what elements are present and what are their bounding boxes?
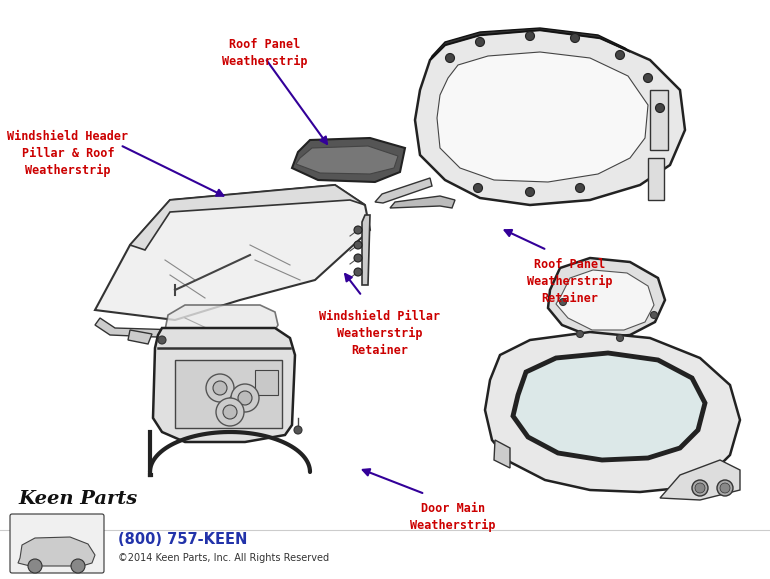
Circle shape (206, 374, 234, 402)
Polygon shape (175, 360, 282, 428)
Text: Roof Panel
Weatherstrip: Roof Panel Weatherstrip (223, 38, 308, 68)
Circle shape (474, 184, 483, 192)
Polygon shape (18, 537, 95, 566)
Circle shape (720, 483, 730, 493)
Text: ©2014 Keen Parts, Inc. All Rights Reserved: ©2014 Keen Parts, Inc. All Rights Reserv… (118, 553, 329, 563)
Circle shape (525, 188, 534, 196)
Text: Windshield Header
Pillar & Roof
Weatherstrip: Windshield Header Pillar & Roof Weathers… (8, 130, 129, 177)
Circle shape (216, 398, 244, 426)
Text: Door Main
Weatherstrip: Door Main Weatherstrip (410, 502, 496, 532)
Text: Keen Parts: Keen Parts (18, 490, 137, 508)
Polygon shape (660, 460, 740, 500)
Polygon shape (548, 258, 665, 338)
Polygon shape (430, 28, 630, 60)
Circle shape (692, 480, 708, 496)
Circle shape (354, 226, 362, 234)
Polygon shape (415, 30, 685, 205)
Polygon shape (513, 353, 705, 460)
Circle shape (354, 241, 362, 249)
Circle shape (231, 384, 259, 412)
Polygon shape (494, 440, 510, 468)
Polygon shape (556, 270, 654, 330)
Polygon shape (163, 305, 278, 342)
Circle shape (213, 381, 227, 395)
Circle shape (294, 426, 302, 434)
Polygon shape (130, 185, 365, 250)
Polygon shape (95, 318, 180, 338)
Polygon shape (255, 370, 278, 395)
Circle shape (158, 336, 166, 344)
Circle shape (695, 483, 705, 493)
Text: (800) 757-KEEN: (800) 757-KEEN (118, 533, 247, 548)
Text: Windshield Pillar
Weatherstrip
Retainer: Windshield Pillar Weatherstrip Retainer (320, 310, 440, 357)
Circle shape (223, 405, 237, 419)
Circle shape (476, 38, 484, 46)
FancyBboxPatch shape (10, 514, 104, 573)
Circle shape (655, 104, 665, 112)
Circle shape (615, 50, 624, 60)
Circle shape (571, 34, 580, 42)
Polygon shape (375, 178, 432, 203)
Polygon shape (390, 196, 455, 208)
Polygon shape (648, 158, 664, 200)
Circle shape (28, 559, 42, 573)
Circle shape (717, 480, 733, 496)
Polygon shape (292, 138, 405, 182)
Polygon shape (485, 332, 740, 492)
Circle shape (446, 53, 454, 63)
Circle shape (575, 184, 584, 192)
Circle shape (238, 391, 252, 405)
Circle shape (560, 299, 567, 306)
Polygon shape (437, 52, 648, 182)
Circle shape (577, 331, 584, 338)
Polygon shape (362, 215, 370, 285)
Polygon shape (128, 330, 152, 344)
Circle shape (354, 254, 362, 262)
Text: Roof Panel
Weatherstrip
Retainer: Roof Panel Weatherstrip Retainer (527, 258, 613, 305)
Circle shape (354, 268, 362, 276)
Polygon shape (296, 146, 398, 174)
Polygon shape (650, 90, 668, 150)
Circle shape (71, 559, 85, 573)
Circle shape (617, 335, 624, 342)
Circle shape (644, 74, 652, 82)
Polygon shape (95, 185, 370, 320)
Polygon shape (153, 328, 295, 442)
Circle shape (651, 312, 658, 318)
Circle shape (525, 31, 534, 41)
